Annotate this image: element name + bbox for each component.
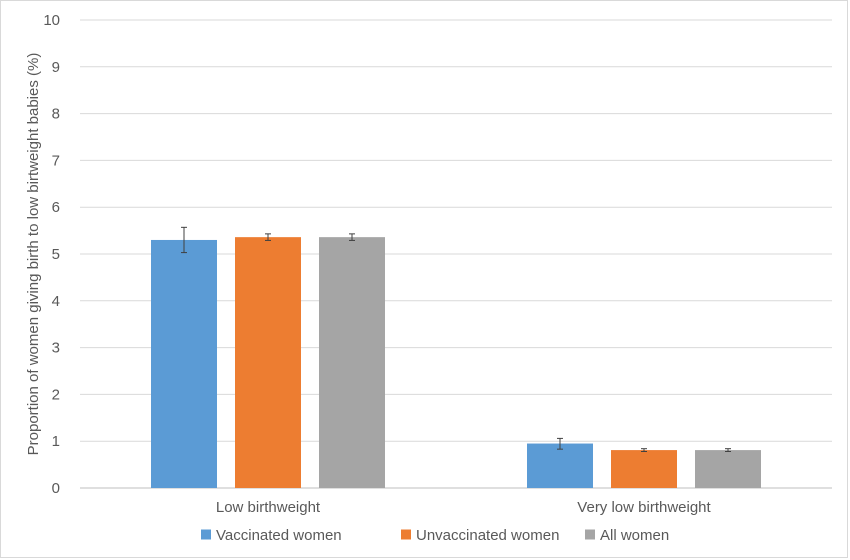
bar xyxy=(319,237,385,488)
y-tick-label: 10 xyxy=(43,12,60,29)
legend-swatch xyxy=(201,529,211,540)
x-category-label: Low birthweight xyxy=(216,499,321,516)
y-tick-labels: 0 1 2 3 4 5 6 7 8 9 10 xyxy=(43,12,60,497)
y-tick-label: 1 xyxy=(52,433,60,450)
y-tick-label: 8 xyxy=(52,106,60,123)
legend-swatch xyxy=(585,529,595,540)
y-tick-label: 4 xyxy=(52,293,60,310)
error-bars xyxy=(181,226,731,452)
legend-label: All women xyxy=(600,527,669,544)
y-tick-label: 2 xyxy=(52,386,60,403)
y-tick-label: 5 xyxy=(52,246,60,263)
legend: Vaccinated women Unvaccinated women All wo… xyxy=(201,527,669,544)
x-category-labels: Low birthweight Very low birthweight xyxy=(216,499,712,516)
bars xyxy=(151,237,761,488)
legend-label: Vaccinated women xyxy=(216,527,342,544)
y-tick-label: 9 xyxy=(52,59,60,76)
legend-swatch xyxy=(401,529,411,540)
bar xyxy=(611,450,677,488)
bar xyxy=(695,450,761,488)
y-tick-label: 7 xyxy=(52,152,60,169)
bar xyxy=(151,239,217,488)
bar xyxy=(235,237,301,488)
y-tick-label: 3 xyxy=(52,340,60,357)
x-category-label: Very low birthweight xyxy=(577,499,711,516)
y-axis-title: Proportion of women giving birth to low … xyxy=(25,53,42,456)
bar xyxy=(527,443,593,488)
legend-label: Unvaccinated women xyxy=(416,527,559,544)
y-tick-label: 0 xyxy=(52,480,60,497)
y-tick-label: 6 xyxy=(52,199,60,216)
